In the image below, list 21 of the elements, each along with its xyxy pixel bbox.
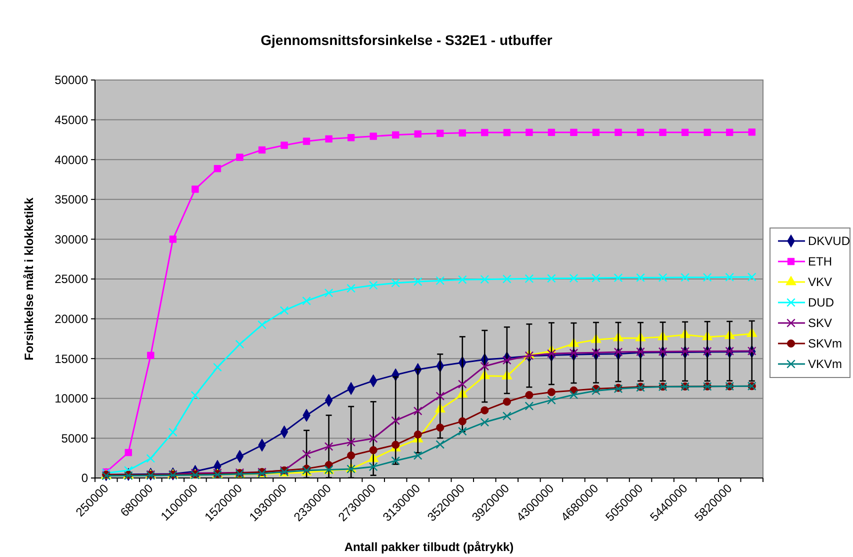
y-tick-label: 30000 — [54, 232, 88, 246]
legend-label: ETH — [808, 254, 832, 269]
legend-label: DUD — [808, 296, 834, 310]
y-tick-label: 25000 — [54, 272, 88, 286]
y-tick-label: 10000 — [54, 392, 88, 406]
chart-title: Gjennomsnittsforsinkelse - S32E1 - utbuffer — [260, 32, 553, 48]
legend-label: SKV — [808, 316, 832, 330]
y-tick-label: 20000 — [54, 312, 88, 326]
y-axis-title: Forsinkelse målt i klokketikk — [22, 197, 36, 360]
legend-label: DKVUD — [808, 234, 850, 248]
y-tick-label: 35000 — [54, 192, 88, 207]
y-tick-label: 5000 — [61, 431, 88, 446]
y-tick-label: 50000 — [54, 73, 88, 88]
y-tick-label: 15000 — [54, 352, 88, 366]
y-tick-label: 40000 — [54, 152, 88, 167]
y-tick-label: 0 — [81, 471, 88, 486]
legend-label: VKV — [808, 275, 832, 290]
legend-label: SKVm — [808, 336, 842, 351]
y-tick-label: 45000 — [54, 113, 88, 127]
x-axis-title: Antall pakker tilbudt (påtrykk) — [344, 540, 514, 554]
legend-label: VKVm — [808, 357, 842, 372]
